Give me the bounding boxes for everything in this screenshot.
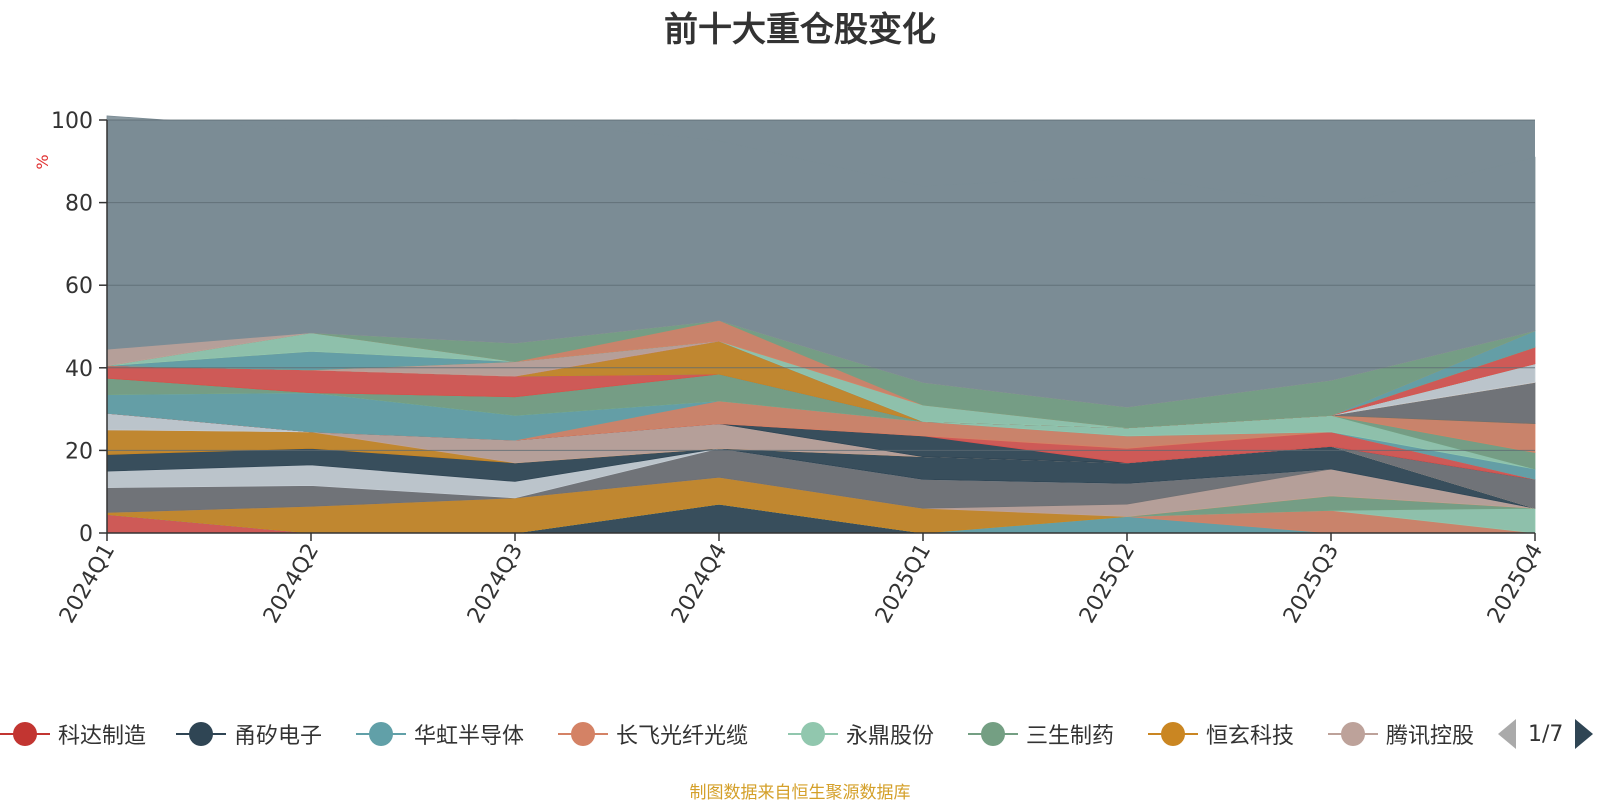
legend-item[interactable]: 长飞光纤光缆 [558, 714, 748, 754]
legend-label: 恒玄科技 [1206, 724, 1295, 749]
x-tick-label: 2024Q1 [55, 540, 120, 628]
x-tick-label: 2025Q4 [1483, 540, 1548, 628]
axes [106, 120, 1535, 534]
legend-label: 永鼎股份 [846, 724, 935, 749]
legend-item[interactable]: 科达制造 [0, 714, 146, 754]
legend-swatch-icon [968, 721, 1018, 747]
legend-swatch-icon [356, 721, 406, 747]
legend-item[interactable]: 恒玄科技 [1148, 714, 1294, 754]
legend-item[interactable]: 三生制药 [968, 714, 1114, 754]
y-tick-labels: 0 20 40 60 80 100 [51, 109, 107, 547]
legend-swatch-icon [788, 721, 838, 747]
y-tick-label: 40 [65, 357, 93, 382]
x-tick-label: 2024Q4 [667, 540, 732, 628]
source-note: 制图数据来自恒生聚源数据库 [689, 783, 911, 803]
legend-swatch-icon [1148, 721, 1198, 747]
legend-label: 科达制造 [58, 724, 147, 749]
legend: 科达制造 甬矽电子 华虹半导体 长飞光纤光缆 永鼎股份 三生制药 恒玄科技 腾讯控股 [0, 714, 1600, 754]
legend-swatch-icon [0, 721, 50, 747]
legend-label: 三生制药 [1026, 724, 1115, 749]
legend-prev-page-icon[interactable] [1498, 719, 1516, 749]
legend-label: 腾讯控股 [1386, 724, 1475, 749]
y-tick-label: 100 [51, 109, 93, 134]
legend-swatch-icon [176, 721, 226, 747]
legend-swatch-icon [1328, 721, 1378, 747]
legend-swatch-icon [558, 721, 608, 747]
x-tick-label: 2025Q2 [1075, 540, 1140, 628]
legend-item[interactable]: 甬矽电子 [176, 714, 322, 754]
grid-lines [107, 119, 1535, 451]
y-tick-label: 20 [65, 439, 93, 464]
y-axis-label: % [33, 154, 52, 169]
legend-next-page-icon[interactable] [1575, 719, 1594, 749]
y-tick-label: 80 [65, 192, 93, 217]
chart-title: 前十大重仓股变化 [664, 10, 936, 50]
x-tick-label: 2024Q2 [259, 540, 324, 628]
legend-label: 华虹半导体 [414, 724, 525, 749]
y-tick-label: 0 [79, 522, 93, 547]
legend-label: 长飞光纤光缆 [616, 724, 749, 749]
area-series-43 [106, 115, 1536, 408]
legend-item[interactable]: 腾讯控股 [1328, 714, 1474, 754]
x-tick-label: 2025Q3 [1279, 540, 1344, 628]
x-tick-labels: 2024Q1 2024Q2 2024Q3 2024Q4 2025Q1 2025Q2 2025… [55, 533, 1548, 628]
y-tick-label: 60 [65, 274, 93, 299]
legend-item[interactable]: 永鼎股份 [788, 714, 934, 754]
x-tick-label: 2024Q3 [463, 540, 528, 628]
legend-label: 甬矽电子 [234, 724, 323, 749]
legend-pager: 1/7 [1498, 716, 1594, 752]
area-series-group [106, 115, 1536, 534]
legend-page-indicator: 1/7 [1528, 721, 1564, 747]
legend-item[interactable]: 华虹半导体 [356, 714, 524, 754]
x-tick-label: 2025Q1 [871, 540, 936, 628]
